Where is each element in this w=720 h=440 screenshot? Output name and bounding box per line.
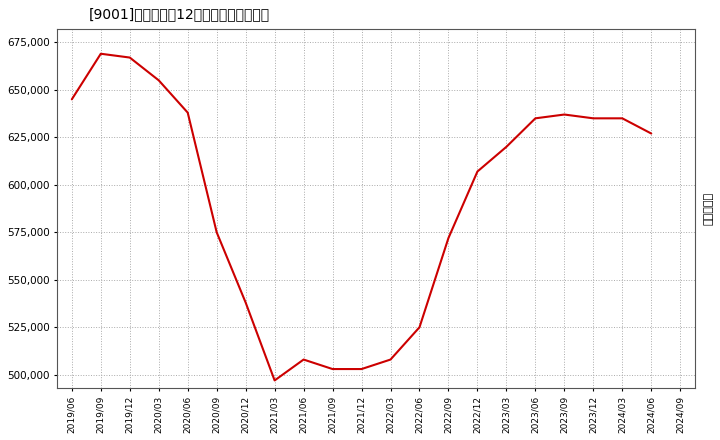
Y-axis label: （百万円）: （百万円）: [703, 192, 713, 225]
Text: [9001]　売上高の12か月移動合計の推移: [9001] 売上高の12か月移動合計の推移: [89, 7, 270, 21]
